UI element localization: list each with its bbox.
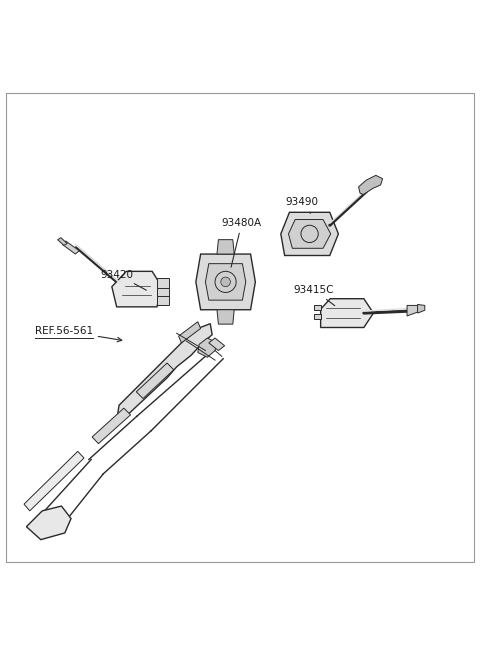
Polygon shape xyxy=(205,264,246,300)
Polygon shape xyxy=(157,295,169,305)
Text: REF.56-561: REF.56-561 xyxy=(35,326,122,342)
Polygon shape xyxy=(58,238,67,246)
Polygon shape xyxy=(288,219,331,248)
Polygon shape xyxy=(217,310,234,324)
Polygon shape xyxy=(407,305,420,316)
Polygon shape xyxy=(314,305,321,310)
Text: 93490: 93490 xyxy=(286,197,319,214)
Polygon shape xyxy=(112,271,162,307)
Text: 93480A: 93480A xyxy=(222,217,262,267)
Polygon shape xyxy=(321,299,373,328)
Text: 93420: 93420 xyxy=(101,270,146,290)
Polygon shape xyxy=(118,324,212,420)
Polygon shape xyxy=(281,212,338,255)
Polygon shape xyxy=(209,338,225,350)
Polygon shape xyxy=(157,278,169,288)
Polygon shape xyxy=(314,314,321,319)
Polygon shape xyxy=(92,408,131,443)
Circle shape xyxy=(221,277,230,287)
Polygon shape xyxy=(179,322,201,343)
Polygon shape xyxy=(217,240,234,254)
Polygon shape xyxy=(24,451,84,511)
Polygon shape xyxy=(198,338,217,357)
Polygon shape xyxy=(26,506,71,540)
Polygon shape xyxy=(157,287,169,296)
Polygon shape xyxy=(359,176,383,195)
Polygon shape xyxy=(136,363,174,398)
Polygon shape xyxy=(418,305,425,313)
Polygon shape xyxy=(196,254,255,310)
Polygon shape xyxy=(62,241,79,254)
Text: 93415C: 93415C xyxy=(294,285,335,306)
